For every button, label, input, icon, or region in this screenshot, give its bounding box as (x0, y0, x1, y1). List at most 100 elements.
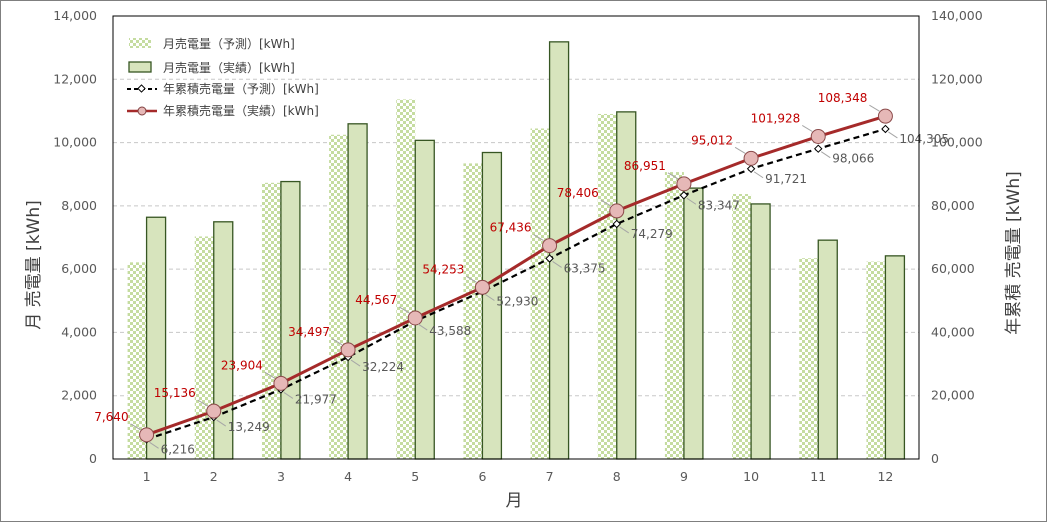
data-label-predicted: 74,279 (631, 227, 673, 241)
marker-predicted (881, 124, 890, 134)
data-label-predicted: 43,588 (429, 324, 471, 338)
leader-line-predicted (283, 392, 294, 399)
leader-line-predicted (686, 197, 697, 205)
legend-label-act-line: 年累積売電量（実績）[kWh] (163, 103, 319, 118)
leader-line-predicted (216, 419, 227, 427)
legend-swatch-pred-bar (129, 38, 151, 48)
data-label-predicted: 32,224 (362, 360, 404, 374)
data-label-predicted: 104,305 (899, 132, 949, 146)
data-label-actual: 86,951 (624, 159, 666, 173)
legend-label-act-bar: 月売電量（実績）[kWh] (163, 60, 295, 75)
data-label-actual: 54,253 (422, 262, 464, 276)
marker-actual (139, 427, 155, 443)
bar-predicted (664, 172, 684, 460)
x-tick-label: 9 (680, 469, 688, 484)
legend-label-pred-line: 年累積売電量（予測）[kWh] (163, 81, 319, 96)
marker-actual (609, 203, 625, 219)
y-tick-label-left: 14,000 (53, 8, 97, 23)
data-label-actual: 23,904 (221, 358, 263, 372)
y-tick-label-left: 4,000 (61, 324, 97, 339)
bar-predicted (530, 128, 550, 459)
bar-actual (817, 239, 838, 460)
marker-actual (407, 310, 423, 326)
y-tick-label-right: 0 (931, 451, 939, 466)
y-tick-label-left: 10,000 (53, 135, 97, 150)
y-tick-label-left: 6,000 (61, 261, 97, 276)
y-tick-label-right: 60,000 (931, 261, 975, 276)
marker-predicted (746, 164, 756, 174)
x-tick-label: 12 (877, 469, 893, 484)
legend: 月売電量（予測）[kWh] 月売電量（実績）[kWh] 年累積売電量（予測）[k… (127, 36, 319, 118)
leader-line-predicted (149, 441, 159, 449)
marker-actual (676, 176, 692, 192)
bar-predicted (396, 99, 416, 459)
marker-predicted (814, 144, 823, 153)
bar-actual (750, 203, 771, 460)
leader-line-actual (264, 371, 276, 379)
bar-predicted (261, 182, 281, 459)
x-tick-label: 7 (546, 469, 554, 484)
data-label-predicted: 98,066 (832, 152, 874, 166)
lines (139, 108, 893, 444)
x-tick-label: 2 (210, 469, 218, 484)
data-label-actual: 44,567 (355, 293, 397, 307)
bar-predicted (597, 113, 617, 460)
x-tick-label: 1 (143, 469, 151, 484)
data-label-actual: 15,136 (154, 386, 196, 400)
leader-line-actual (533, 234, 544, 242)
data-label-actual: 67,436 (490, 221, 532, 235)
marker-actual (340, 342, 356, 358)
y-tick-label-left: 8,000 (61, 198, 97, 213)
leader-line-predicted (417, 323, 428, 331)
line-cumulative-actual (146, 114, 886, 437)
y-tick-label-right: 20,000 (931, 388, 975, 403)
data-label-actual: 78,406 (557, 186, 599, 200)
leader-line-actual (130, 423, 141, 431)
y-tick-label-left: 2,000 (61, 388, 97, 403)
leader-line-actual (197, 399, 209, 407)
leader-line-predicted (619, 226, 630, 234)
y-tick-label-right: 100,000 (931, 135, 983, 150)
grid-lines (113, 78, 919, 397)
legend-label-pred-bar: 月売電量（予測）[kWh] (163, 36, 295, 51)
data-label-actual: 95,012 (691, 133, 733, 147)
data-labels: 6,216 13,249 21,977 32,224 43,588 52,930 63,37… (94, 91, 949, 456)
leader-line-predicted (485, 294, 495, 301)
bar-predicted (127, 262, 147, 459)
data-label-predicted: 13,249 (228, 420, 270, 434)
leader-line-predicted (753, 171, 764, 179)
x-tick-label: 5 (411, 469, 419, 484)
plot-area-border (112, 15, 920, 460)
marker-actual (273, 375, 289, 391)
data-label-actual: 34,497 (288, 325, 330, 339)
marker-actual (206, 403, 222, 419)
bar-actual (683, 187, 704, 460)
marker-actual (877, 108, 893, 124)
bar-predicted (463, 163, 483, 459)
y-tick-label-right: 140,000 (931, 8, 983, 23)
x-tick-label: 6 (478, 469, 486, 484)
leader-line-predicted (552, 261, 562, 268)
leader-line-predicted (350, 359, 361, 367)
leader-line-actual (331, 338, 343, 346)
bar-actual (414, 139, 435, 460)
y-tick-label-right: 80,000 (931, 198, 975, 213)
x-tick-label: 11 (810, 469, 826, 484)
x-axis-title: 月 (506, 491, 523, 511)
legend-swatch-act-bar (128, 61, 152, 73)
bar-actual (145, 216, 167, 460)
leader-line-actual (734, 146, 746, 154)
data-label-predicted: 83,347 (698, 198, 740, 212)
data-label-predicted: 91,721 (765, 172, 807, 186)
marker-predicted (545, 254, 554, 263)
leader-line-actual (801, 125, 813, 132)
line-cumulative-predicted (146, 127, 886, 441)
bar-predicted (866, 261, 886, 459)
marker-actual (542, 238, 558, 254)
bar-predicted (194, 236, 214, 459)
data-label-actual: 7,640 (94, 410, 128, 424)
leader-line-actual (869, 104, 880, 112)
data-label-predicted: 52,930 (496, 295, 538, 309)
